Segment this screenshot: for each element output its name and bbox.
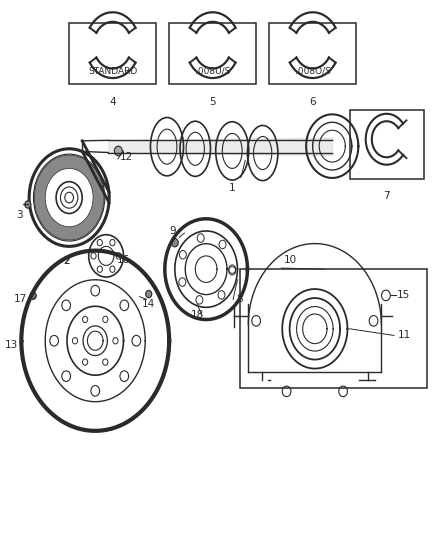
Circle shape — [171, 238, 178, 247]
Circle shape — [30, 292, 36, 300]
Text: 12: 12 — [120, 151, 133, 161]
FancyBboxPatch shape — [169, 22, 256, 84]
Text: 7: 7 — [383, 191, 390, 201]
Circle shape — [146, 290, 152, 298]
Text: 15: 15 — [397, 290, 410, 301]
Text: 13: 13 — [5, 340, 18, 350]
FancyBboxPatch shape — [69, 22, 156, 84]
Text: 2: 2 — [64, 256, 70, 266]
Text: 4: 4 — [110, 97, 116, 107]
Text: .008U/S: .008U/S — [195, 67, 230, 76]
Text: 1: 1 — [229, 183, 236, 193]
Text: 5: 5 — [209, 97, 216, 107]
Text: 9: 9 — [169, 226, 176, 236]
Text: 2: 2 — [64, 256, 70, 266]
Text: 11: 11 — [397, 330, 411, 341]
Text: 14: 14 — [142, 300, 155, 309]
Circle shape — [114, 146, 122, 156]
Circle shape — [25, 201, 31, 208]
Text: 10: 10 — [283, 255, 297, 265]
Text: STANDARD: STANDARD — [88, 67, 137, 76]
Wedge shape — [34, 155, 104, 240]
FancyBboxPatch shape — [350, 110, 424, 179]
Text: .008O/S: .008O/S — [295, 67, 331, 76]
Text: 17: 17 — [14, 294, 27, 304]
Text: 16: 16 — [117, 255, 130, 265]
FancyBboxPatch shape — [240, 269, 427, 389]
Text: 18: 18 — [191, 310, 204, 320]
Text: 3: 3 — [16, 209, 22, 220]
Text: 8: 8 — [237, 294, 243, 304]
FancyBboxPatch shape — [269, 22, 356, 84]
Text: 6: 6 — [309, 97, 316, 107]
